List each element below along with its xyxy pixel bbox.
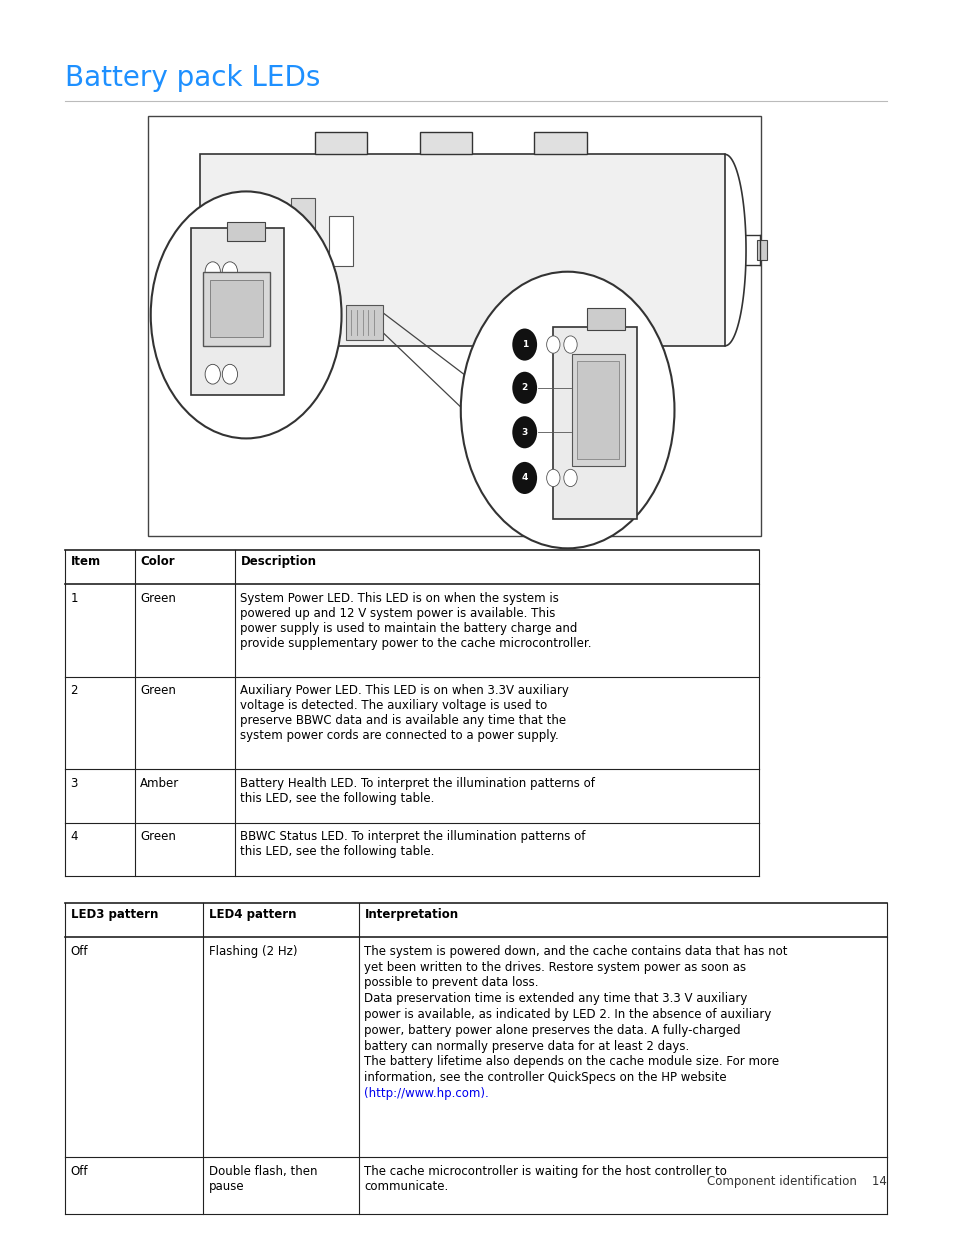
Bar <box>203 272 270 346</box>
Text: possible to prevent data loss.: possible to prevent data loss. <box>364 977 538 989</box>
Bar <box>200 154 724 346</box>
Bar <box>419 132 472 154</box>
Text: 3: 3 <box>71 777 78 790</box>
Bar <box>65 550 759 584</box>
Circle shape <box>222 364 237 384</box>
Text: 1: 1 <box>521 340 527 350</box>
Text: BBWC Status LED. To interpret the illumination patterns of
this LED, see the fol: BBWC Status LED. To interpret the illumi… <box>240 830 585 858</box>
Text: power, battery power alone preserves the data. A fully-charged: power, battery power alone preserves the… <box>364 1024 740 1037</box>
Bar <box>210 280 263 337</box>
Circle shape <box>205 262 220 282</box>
Text: The system is powered down, and the cache contains data that has not: The system is powered down, and the cach… <box>364 945 787 958</box>
Text: 2: 2 <box>71 684 78 698</box>
Text: battery can normally preserve data for at least 2 days.: battery can normally preserve data for a… <box>364 1040 689 1052</box>
Text: Double flash, then
pause: Double flash, then pause <box>209 1165 317 1193</box>
Text: The battery lifetime also depends on the cache module size. For more: The battery lifetime also depends on the… <box>364 1056 779 1068</box>
Bar <box>577 361 618 459</box>
Text: Description: Description <box>240 555 316 568</box>
Text: Interpretation: Interpretation <box>364 908 458 921</box>
Circle shape <box>222 262 237 282</box>
Bar <box>553 327 637 519</box>
Bar <box>329 216 353 266</box>
Circle shape <box>460 272 674 548</box>
Text: Amber: Amber <box>140 777 179 790</box>
Text: 3: 3 <box>521 427 527 437</box>
Bar <box>534 132 586 154</box>
Text: Battery Health LED. To interpret the illumination patterns of
this LED, see the : Battery Health LED. To interpret the ill… <box>240 777 595 805</box>
Text: 1: 1 <box>71 592 78 605</box>
Bar <box>291 198 314 284</box>
Text: Off: Off <box>71 945 88 958</box>
Text: Battery pack LEDs: Battery pack LEDs <box>65 64 320 93</box>
Text: System Power LED. This LED is on when the system is
powered up and 12 V system p: System Power LED. This LED is on when th… <box>240 592 591 650</box>
Circle shape <box>512 372 537 404</box>
Text: yet been written to the drives. Restore system power as soon as: yet been written to the drives. Restore … <box>364 961 746 973</box>
Text: Component identification    14: Component identification 14 <box>706 1174 886 1188</box>
Text: LED4 pattern: LED4 pattern <box>209 908 296 921</box>
FancyBboxPatch shape <box>148 116 760 536</box>
Text: Green: Green <box>140 684 176 698</box>
Text: 2: 2 <box>521 383 527 393</box>
Text: power is available, as indicated by LED 2. In the absence of auxiliary: power is available, as indicated by LED … <box>364 1008 771 1021</box>
Text: Color: Color <box>140 555 174 568</box>
Text: Flashing (2 Hz): Flashing (2 Hz) <box>209 945 297 958</box>
Text: LED3 pattern: LED3 pattern <box>71 908 158 921</box>
Bar <box>586 308 624 330</box>
Bar <box>227 222 265 241</box>
Text: Green: Green <box>140 830 176 844</box>
Bar <box>572 354 624 466</box>
Circle shape <box>563 469 577 487</box>
Circle shape <box>546 336 559 353</box>
Bar <box>757 240 766 261</box>
Circle shape <box>151 191 341 438</box>
Bar <box>191 228 284 395</box>
Text: Auxiliary Power LED. This LED is on when 3.3V auxiliary
voltage is detected. The: Auxiliary Power LED. This LED is on when… <box>240 684 569 742</box>
Text: Data preservation time is extended any time that 3.3 V auxiliary: Data preservation time is extended any t… <box>364 992 747 1005</box>
Text: Item: Item <box>71 555 101 568</box>
Circle shape <box>512 329 537 361</box>
Text: 4: 4 <box>71 830 78 844</box>
Text: The cache microcontroller is waiting for the host controller to
communicate.: The cache microcontroller is waiting for… <box>364 1165 726 1193</box>
Text: Green: Green <box>140 592 176 605</box>
Circle shape <box>563 336 577 353</box>
Bar <box>314 132 367 154</box>
Circle shape <box>512 462 537 494</box>
Text: Off: Off <box>71 1165 88 1178</box>
Text: (http://www.hp.com).: (http://www.hp.com). <box>364 1087 489 1100</box>
Text: 4: 4 <box>521 473 527 483</box>
Circle shape <box>546 469 559 487</box>
Circle shape <box>512 416 537 448</box>
Bar <box>346 305 382 340</box>
Circle shape <box>205 364 220 384</box>
Text: information, see the controller QuickSpecs on the HP website: information, see the controller QuickSpe… <box>364 1071 726 1084</box>
